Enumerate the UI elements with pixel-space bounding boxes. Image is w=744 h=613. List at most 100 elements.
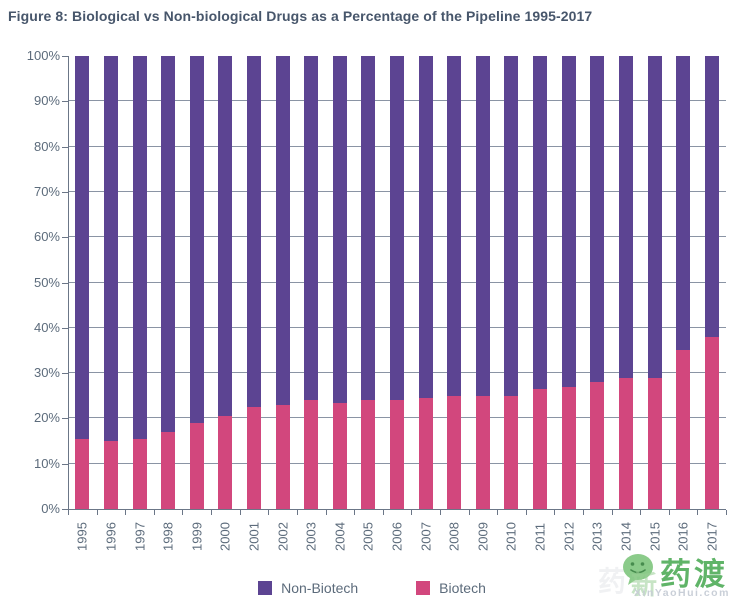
bar-segment-biotech-2000 xyxy=(218,416,233,509)
bar-segment-biotech-2001 xyxy=(247,407,261,509)
y-axis-line xyxy=(68,56,69,510)
x-axis-tick-label: 2014 xyxy=(618,522,634,552)
legend-item-non-biotech: Non-Biotech xyxy=(258,580,358,596)
bar-segment-non-biotech-2015 xyxy=(647,56,662,378)
bar-segment-biotech-2004 xyxy=(332,402,347,509)
x-axis-tick-label: 2000 xyxy=(217,522,233,552)
x-axis-tick-label: 2006 xyxy=(389,522,405,552)
bar-segment-non-biotech-2003 xyxy=(304,56,319,401)
x-axis-tick-label: 2017 xyxy=(704,522,720,552)
x-axis-tick-label: 1999 xyxy=(189,522,205,552)
bar-segment-non-biotech-2007 xyxy=(418,56,433,399)
x-axis-tick-label: 2009 xyxy=(475,522,491,552)
x-axis-tick-label: 1996 xyxy=(103,522,119,552)
y-axis-tick xyxy=(62,191,68,193)
y-axis-tick xyxy=(62,56,68,57)
bar-segment-biotech-1998 xyxy=(161,432,176,509)
x-axis-tick-label: 2015 xyxy=(647,522,662,552)
y-axis-tick-label: 30% xyxy=(33,365,60,381)
y-axis-tick-label: 0% xyxy=(41,501,60,516)
y-axis-tick xyxy=(62,237,68,239)
x-axis-tick-label: 2010 xyxy=(503,522,519,552)
x-axis-tick xyxy=(211,510,212,515)
x-axis-tick xyxy=(153,510,155,515)
x-axis-tick xyxy=(611,510,613,515)
x-axis-tick-label: 2001 xyxy=(246,522,262,552)
x-axis-tick xyxy=(354,510,356,515)
bar-segment-biotech-2015 xyxy=(647,377,662,509)
x-axis-tick-label: 2008 xyxy=(446,522,462,552)
x-axis-tick xyxy=(182,510,184,515)
bar-segment-non-biotech-2014 xyxy=(618,56,633,378)
bar-segment-biotech-2016 xyxy=(676,350,691,509)
bar-segment-biotech-1997 xyxy=(132,438,147,509)
bar-segment-non-biotech-2011 xyxy=(533,56,547,389)
y-axis-tick-label: 10% xyxy=(33,455,60,471)
bar-segment-biotech-1996 xyxy=(103,441,118,509)
x-axis-tick-label: 2002 xyxy=(275,522,291,552)
y-axis-tick-label: 50% xyxy=(33,274,60,290)
bar-segment-biotech-2006 xyxy=(390,400,404,509)
x-axis-tick xyxy=(68,510,69,515)
x-axis-tick-label: 2012 xyxy=(561,522,577,552)
bar-segment-biotech-2008 xyxy=(447,395,462,509)
legend-label-biotech: Biotech xyxy=(439,580,486,596)
x-axis-tick-label: 2003 xyxy=(303,522,319,552)
bar-segment-biotech-2014 xyxy=(618,377,633,509)
bar-segment-biotech-2003 xyxy=(304,400,319,509)
bar-segment-non-biotech-2017 xyxy=(704,56,719,337)
bar-segment-non-biotech-2006 xyxy=(390,56,404,401)
x-axis-tick xyxy=(668,510,670,515)
bar-segment-biotech-1999 xyxy=(189,422,204,509)
bar-segment-biotech-2002 xyxy=(275,404,290,509)
x-axis-line xyxy=(62,509,726,510)
bar-segment-non-biotech-2013 xyxy=(590,56,605,383)
bar-segment-biotech-2007 xyxy=(418,398,433,509)
bar-segment-non-biotech-2009 xyxy=(475,56,490,396)
bar-segment-biotech-2009 xyxy=(475,395,490,509)
x-axis-tick xyxy=(439,510,441,515)
bar-segment-non-biotech-2005 xyxy=(361,56,376,401)
x-axis-tick xyxy=(239,510,241,515)
x-axis-tick-label: 1995 xyxy=(74,522,90,552)
x-axis-tick-label: 2011 xyxy=(532,523,548,551)
y-axis-tick xyxy=(62,101,68,103)
y-axis-tick-label: 80% xyxy=(33,138,60,154)
y-axis-tick xyxy=(62,327,68,329)
x-axis-tick-label: 1997 xyxy=(132,522,147,552)
bar-segment-non-biotech-2012 xyxy=(561,56,576,387)
x-axis-tick xyxy=(296,510,298,515)
x-axis-tick xyxy=(583,510,584,515)
y-axis-tick-label: 60% xyxy=(33,229,60,245)
bar-segment-non-biotech-1998 xyxy=(161,56,176,432)
y-axis-tick xyxy=(62,418,68,420)
y-axis-tick-label: 70% xyxy=(33,183,60,199)
x-axis-tick-label: 2016 xyxy=(675,522,691,552)
bar-segment-biotech-1995 xyxy=(75,438,90,509)
x-axis-tick xyxy=(554,510,556,515)
x-axis-tick xyxy=(525,510,527,515)
bar-segment-biotech-2012 xyxy=(561,386,576,509)
y-axis-tick xyxy=(62,463,68,465)
y-axis-tick-label: 20% xyxy=(33,410,60,426)
y-axis-tick xyxy=(62,509,68,510)
bar-segment-biotech-2011 xyxy=(533,388,547,509)
y-axis-tick xyxy=(62,373,68,375)
x-axis-tick xyxy=(697,510,699,515)
y-axis-tick xyxy=(62,146,68,148)
legend-item-biotech: Biotech xyxy=(416,580,486,596)
plot-area xyxy=(68,56,726,509)
bar-segment-non-biotech-1999 xyxy=(189,56,204,423)
y-axis-tick-label: 100% xyxy=(26,48,60,63)
bar-segment-non-biotech-1995 xyxy=(75,56,90,439)
legend-label-non-biotech: Non-Biotech xyxy=(281,580,359,596)
x-axis-tick-label: 2004 xyxy=(332,522,348,552)
biotech-swatch-icon xyxy=(416,581,431,595)
x-axis-tick xyxy=(726,510,727,515)
bar-segment-non-biotech-2004 xyxy=(332,56,347,403)
bar-segment-biotech-2017 xyxy=(704,336,719,509)
x-axis-tick xyxy=(325,510,327,515)
x-axis-tick xyxy=(96,510,98,515)
x-axis-tick-label: 2005 xyxy=(360,522,376,552)
bar-segment-non-biotech-2008 xyxy=(447,56,462,396)
